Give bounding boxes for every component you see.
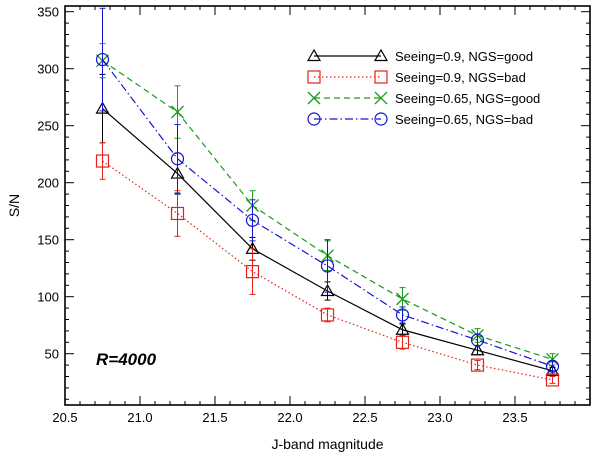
data-point [546, 352, 559, 366]
y-tick-label: 200 [37, 176, 59, 191]
y-tick-label: 300 [37, 62, 59, 77]
x-tick-label: 22.5 [352, 410, 377, 425]
data-point [470, 343, 485, 356]
data-point [170, 206, 185, 221]
legend-marker [374, 70, 388, 84]
y-tick-label: 250 [37, 119, 59, 134]
legend-label: Seeing=0.9, NGS=good [395, 49, 533, 64]
legend-item: Seeing=0.65, NGS=bad [307, 112, 533, 127]
data-point [245, 265, 260, 279]
data-point [395, 335, 410, 349]
data-point [95, 52, 110, 67]
series-4 [95, 7, 560, 373]
legend-marker [374, 112, 388, 126]
legend-marker [307, 112, 321, 126]
data-point-stroke [171, 105, 184, 119]
x-tick-label: 23.5 [502, 410, 527, 425]
data-point [396, 292, 409, 306]
plot-frame [64, 5, 591, 406]
data-point-stroke [396, 292, 409, 306]
legend: Seeing=0.9, NGS=good Seeing=0.9, NGS=bad S… [306, 48, 540, 127]
legend-marker [307, 91, 321, 105]
legend-item: Seeing=0.9, NGS=good [306, 48, 533, 64]
data-point [171, 105, 184, 119]
legend-marker [307, 70, 321, 84]
plot-layer [95, 7, 560, 387]
data-point [470, 358, 485, 372]
legend-label: Seeing=0.9, NGS=bad [395, 70, 526, 85]
data-point [320, 283, 335, 297]
data-point [95, 101, 110, 114]
x-tick-label: 21.0 [127, 410, 152, 425]
axes-layer: 20.5 21.0 21.5 22.0 22.5 23.0 23.5 50 100 150 200 2… [37, 5, 591, 425]
legend-marker [374, 91, 388, 105]
legend-label: Seeing=0.65, NGS=good [395, 91, 540, 106]
y-tick-label: 150 [37, 233, 59, 248]
y-tick-label: 350 [37, 5, 59, 20]
data-point [95, 154, 110, 168]
legend-marker [306, 48, 322, 62]
series-2 [95, 142, 560, 387]
data-point [545, 363, 560, 376]
data-point-stroke [546, 352, 559, 366]
x-tick-label: 22.0 [277, 410, 302, 425]
data-point [320, 259, 335, 273]
data-point [470, 333, 485, 347]
y-axis-label: S/N [6, 194, 22, 217]
data-point [545, 373, 560, 387]
legend-label: Seeing=0.65, NGS=bad [395, 112, 533, 127]
x-tick-label: 20.5 [52, 410, 77, 425]
x-axis-label: J-band magnitude [271, 436, 383, 452]
data-point [170, 152, 185, 166]
legend-marker-stroke [307, 91, 321, 105]
legend-marker-stroke [374, 91, 388, 105]
x-tick-label: 23.0 [427, 410, 452, 425]
x-tick-label: 21.5 [202, 410, 227, 425]
data-point [320, 308, 335, 322]
data-point [395, 322, 410, 335]
annotation-label: R=4000 [96, 350, 157, 369]
legend-item: Seeing=0.9, NGS=bad [307, 70, 526, 85]
legend-item: Seeing=0.65, NGS=good [307, 91, 540, 106]
y-tick-label: 50 [45, 347, 59, 362]
data-point [395, 308, 410, 322]
y-tick-label: 100 [37, 290, 59, 305]
data-point [545, 359, 560, 373]
data-point [245, 213, 260, 227]
legend-marker [373, 48, 389, 62]
